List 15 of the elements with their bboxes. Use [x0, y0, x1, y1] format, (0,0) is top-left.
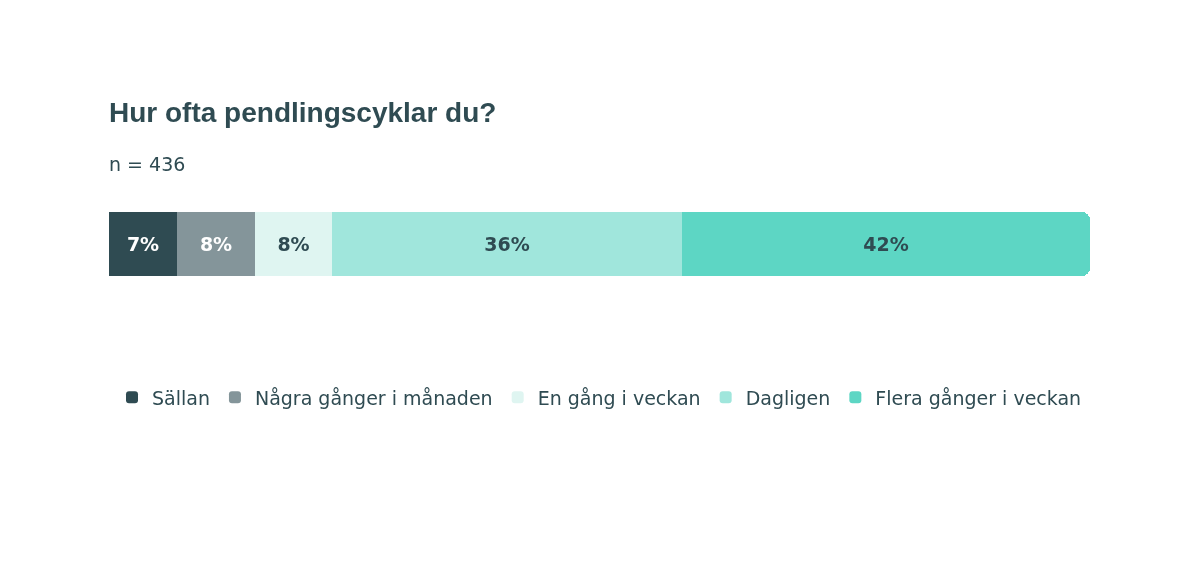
bar — [177, 212, 255, 276]
data-label: 8% — [199, 233, 233, 255]
chart-subtitle: n = 436 — [109, 153, 186, 176]
data-label: 42% — [863, 233, 909, 255]
data-label: 36% — [484, 233, 530, 255]
data-label: 8% — [277, 233, 310, 255]
bar — [109, 212, 177, 276]
bar — [255, 212, 332, 276]
legend-label: Några gånger i månaden — [254, 386, 493, 409]
legend-label: Dagligen — [745, 386, 831, 409]
legend-label: Sällan — [152, 386, 210, 409]
legend-label: Flera gånger i veckan — [875, 386, 1082, 409]
data-label: 7% — [126, 233, 160, 255]
chart-title: Hur ofta pendlingscyklar du? — [109, 96, 497, 128]
legend-label: En gång i veckan — [537, 386, 701, 409]
